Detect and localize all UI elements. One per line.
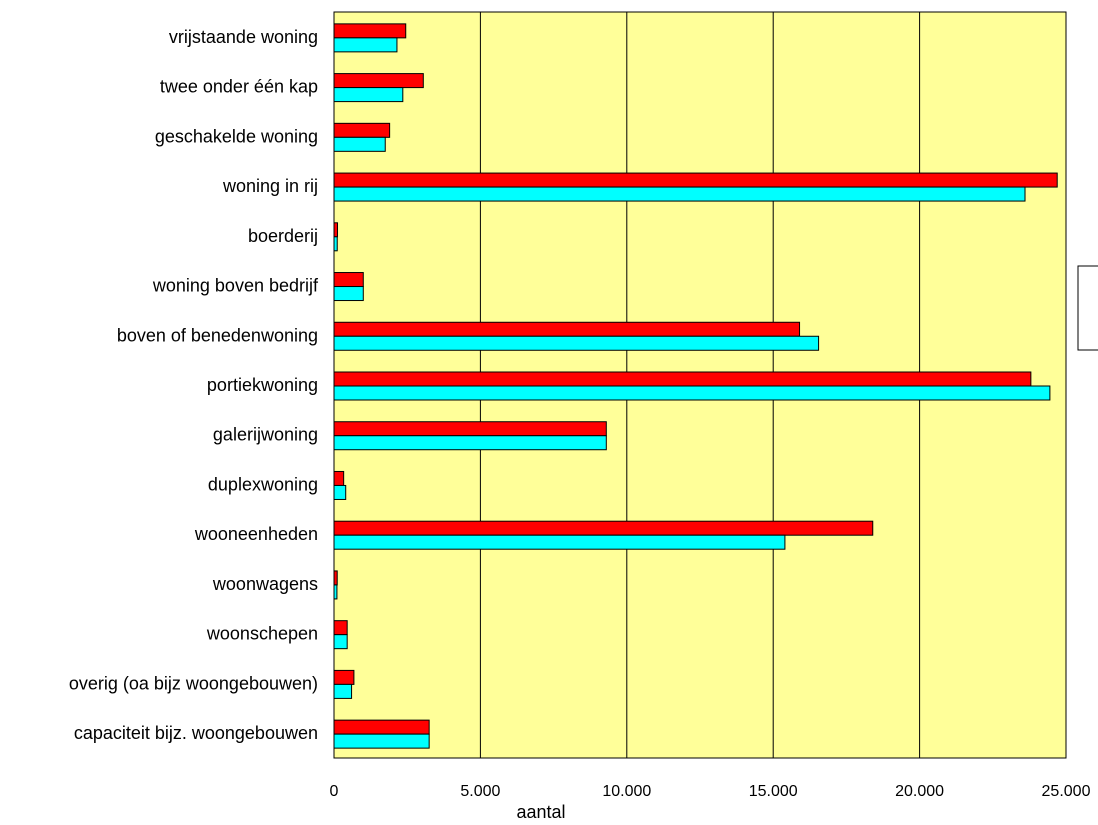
bar-red-geschakelde-woning [333,122,391,138]
x-tick-label: 15.000 [749,783,798,800]
bar-cyan-boerderij [333,236,338,252]
category-label-boerderij: boerderij [248,226,318,246]
category-label-wooneenheden: wooneenheden [194,524,318,544]
bar-red-woning-boven-bedrijf [333,272,364,288]
x-tick-label: 25.000 [1042,783,1091,800]
category-label-twee-onder-n-kap: twee onder één kap [160,77,318,97]
bar-cyan-vrijstaande-woning [333,37,398,53]
x-tick-label: 0 [330,783,339,800]
bar-cyan-capaciteit-bijz-woongebouwen [333,733,430,749]
bar-red-galerijwoning [333,421,607,437]
category-label-boven-of-benedenwoning: boven of benedenwoning [117,325,318,345]
category-label-duplexwoning: duplexwoning [208,474,318,494]
bar-cyan-woning-in-rij [333,186,1026,202]
bar-red-overig-oa-bijz-woongebouwen [333,669,355,685]
bar-cyan-galerijwoning [333,435,607,451]
category-label-overig-oa-bijz-woongebouwen: overig (oa bijz woongebouwen) [69,673,318,693]
legend-box [1077,265,1098,351]
bar-cyan-duplexwoning [333,484,347,500]
bar-cyan-overig-oa-bijz-woongebouwen [333,683,353,699]
x-tick-label: 20.000 [895,783,944,800]
bar-red-boven-of-benedenwoning [333,321,801,337]
bar-red-vrijstaande-woning [333,23,407,39]
bar-red-woonschepen [333,620,348,636]
bar-cyan-wooneenheden [333,534,786,550]
bar-cyan-woning-boven-bedrijf [333,286,364,302]
x-axis-title: aantal [516,802,565,822]
category-label-woning-boven-bedrijf: woning boven bedrijf [152,276,319,296]
x-tick-label: 10.000 [602,783,651,800]
category-label-portiekwoning: portiekwoning [207,375,318,395]
bar-red-twee-onder-n-kap [333,73,424,89]
bar-cyan-portiekwoning [333,385,1051,401]
bar-red-woning-in-rij [333,172,1058,188]
bar-red-portiekwoning [333,371,1032,387]
bar-cyan-woonwagens [333,584,338,600]
x-tick-labels: 0 5.000 10.000 15.000 20.000 25.000 [330,783,1091,800]
bar-cyan-woonschepen [333,634,348,650]
category-labels: vrijstaande woning twee onder één kap gesc… [69,27,319,743]
category-label-woonwagens: woonwagens [212,574,318,594]
bars [333,23,1058,749]
bar-red-boerderij [333,222,339,238]
bar-cyan-boven-of-benedenwoning [333,335,820,351]
bar-red-woonwagens [333,570,338,586]
bar-red-wooneenheden [333,520,874,536]
category-label-woning-in-rij: woning in rij [222,176,318,196]
x-tick-label: 5.000 [460,783,500,800]
category-label-geschakelde-woning: geschakelde woning [155,126,318,146]
category-label-vrijstaande-woning: vrijstaande woning [169,27,318,47]
bar-cyan-twee-onder-n-kap [333,87,404,103]
category-label-woonschepen: woonschepen [206,624,318,644]
bar-red-duplexwoning [333,470,345,486]
category-label-capaciteit-bijz-woongebouwen: capaciteit bijz. woongebouwen [74,723,318,743]
bar-cyan-geschakelde-woning [333,136,386,152]
bar-red-capaciteit-bijz-woongebouwen [333,719,430,735]
category-label-galerijwoning: galerijwoning [213,425,318,445]
